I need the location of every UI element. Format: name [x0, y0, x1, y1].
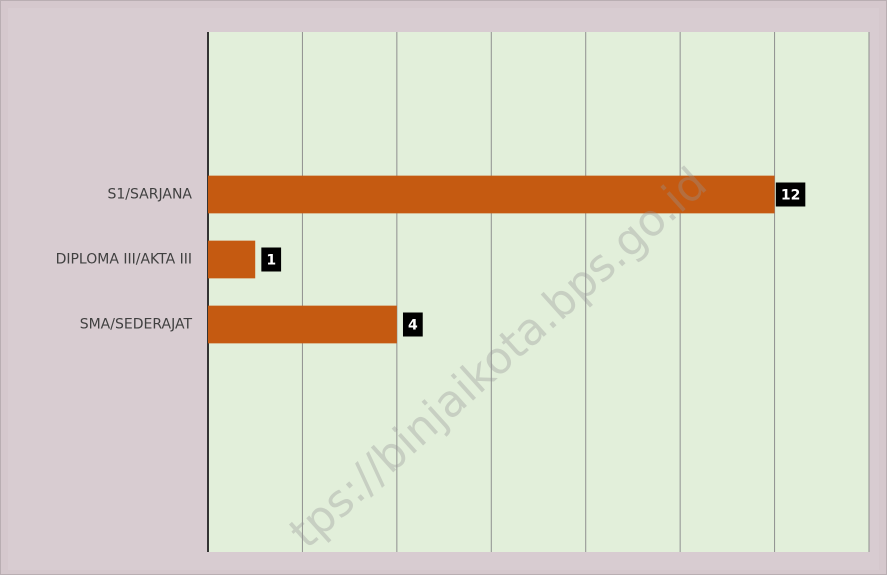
y-tick-label: DIPLOMA III/AKTA III [56, 252, 192, 268]
data-label-box [775, 182, 806, 207]
data-label: 1 [261, 247, 282, 272]
y-tick-label: S1/SARJANA [108, 187, 193, 203]
data-label-text: 4 [408, 318, 418, 334]
plot-area [208, 32, 869, 552]
y-tick-label: SMA/SEDERAJAT [80, 317, 193, 333]
data-label-text: 1 [266, 253, 276, 269]
data-label: 12 [775, 182, 806, 207]
data-label-box [261, 247, 282, 272]
bar [208, 175, 775, 214]
data-label: 4 [402, 312, 423, 337]
bar [208, 305, 397, 344]
bar [208, 240, 256, 279]
data-label-text: 12 [781, 188, 800, 204]
data-label-box [402, 312, 423, 337]
